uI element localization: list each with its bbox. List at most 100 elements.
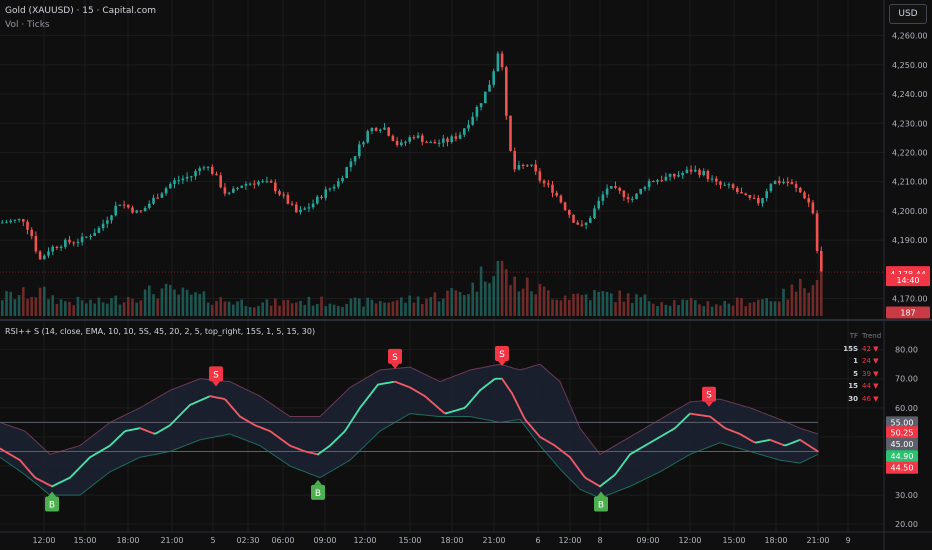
volume-bar — [727, 303, 731, 316]
time-tick-label: 6 — [535, 536, 540, 545]
volume-bar — [450, 288, 453, 316]
price-tick-label: 4,170.00 — [892, 294, 928, 303]
volume-bar — [803, 288, 806, 316]
volume-bar — [64, 301, 67, 316]
candle-body — [694, 169, 697, 172]
volume-bar — [131, 298, 134, 316]
candle-body — [509, 115, 512, 151]
buy-label: B — [315, 489, 321, 499]
volume-bar — [295, 302, 298, 316]
sell-signal: S — [209, 366, 223, 387]
candle-body — [597, 200, 600, 209]
volume-bar — [324, 306, 327, 316]
candle-body — [114, 205, 117, 216]
candle-body — [605, 188, 609, 195]
candle-body — [307, 207, 311, 209]
rsi-badge-label: 55.00 — [891, 418, 914, 427]
volume-bar — [547, 290, 550, 316]
volume-bar — [13, 299, 17, 316]
volume-bar — [278, 305, 281, 316]
volume-bar — [206, 302, 210, 316]
candle-body — [47, 251, 50, 256]
candle-body — [551, 184, 554, 193]
volume-bar — [446, 290, 449, 316]
volume-bar — [631, 302, 634, 316]
candle-body — [59, 246, 63, 249]
volume-bar — [408, 295, 411, 316]
candle-body — [240, 185, 243, 188]
candle-body — [223, 187, 227, 194]
candle-body — [681, 173, 684, 176]
volume-bar — [488, 283, 491, 316]
sell-label: S — [706, 391, 712, 401]
volume-bar — [38, 287, 42, 316]
candle-body — [131, 207, 134, 213]
candle-body — [807, 198, 810, 203]
volume-bar — [211, 304, 214, 316]
volume-bar — [122, 302, 126, 316]
candle-body — [13, 219, 17, 221]
sell-badge-pointer — [391, 363, 399, 369]
mtf-tf: 15 — [848, 382, 858, 391]
volume-bar — [379, 300, 382, 316]
rsi-tick-label: 30.00 — [895, 491, 918, 500]
rsi-badge-label: 50.25 — [891, 428, 914, 437]
candle-body — [366, 131, 369, 143]
volume-bar — [639, 297, 642, 316]
candle-body — [185, 176, 189, 179]
volume-bar — [794, 291, 798, 316]
time-tick-label: 15:00 — [398, 536, 421, 545]
candle-body — [43, 255, 46, 260]
candle-body — [219, 175, 222, 188]
volume-bar — [635, 294, 638, 316]
candle-body — [206, 166, 210, 168]
volume-bar — [601, 291, 605, 316]
candle-body — [794, 184, 798, 188]
indicator-label: RSI++ S (14, close, EMA, 10, 10, 5S, 45,… — [5, 327, 316, 336]
candle-body — [316, 196, 319, 204]
sell-label: S — [392, 353, 398, 363]
volume-bar — [421, 304, 424, 316]
volume-bar — [89, 299, 92, 316]
volume-bar — [110, 298, 113, 316]
volume-bar — [530, 291, 533, 316]
rsi-band-lower — [0, 413, 819, 499]
volume-bar — [584, 294, 588, 316]
sell-badge — [209, 366, 223, 382]
candle-body — [236, 187, 239, 189]
candle-body — [76, 242, 80, 244]
volume-bar — [458, 292, 462, 316]
volume-bar — [362, 306, 365, 316]
candle-body — [72, 242, 75, 244]
volume-bar — [17, 295, 21, 316]
candle-body — [631, 198, 634, 200]
candle-body — [433, 141, 437, 144]
price-badge-label: 14:40 — [896, 276, 919, 285]
mtf-value: 46 ▼ — [862, 394, 879, 403]
volume-bar — [152, 294, 155, 316]
price-badge — [886, 306, 930, 319]
volume-bar — [173, 289, 176, 316]
volume-bar — [274, 298, 277, 316]
candle-body — [589, 218, 592, 223]
price-tick-label: 4,220.00 — [892, 148, 928, 157]
candle-body — [513, 150, 516, 170]
candle-body — [122, 204, 126, 206]
candle-body — [30, 229, 33, 237]
volume-bar — [652, 303, 655, 316]
volume-bar — [820, 262, 823, 316]
candle-body — [362, 142, 365, 145]
candle-body — [715, 178, 718, 182]
volume-bar — [265, 299, 269, 316]
volume-bar — [198, 293, 201, 316]
volume-bar — [647, 301, 651, 316]
rsi-tick-label: 80.00 — [895, 346, 918, 355]
volume-bar — [353, 297, 357, 316]
candle-body — [253, 183, 256, 185]
currency-button[interactable]: USD — [889, 4, 927, 24]
volume-bar — [811, 285, 815, 316]
volume-bar — [118, 304, 122, 316]
candle-body — [303, 208, 306, 210]
